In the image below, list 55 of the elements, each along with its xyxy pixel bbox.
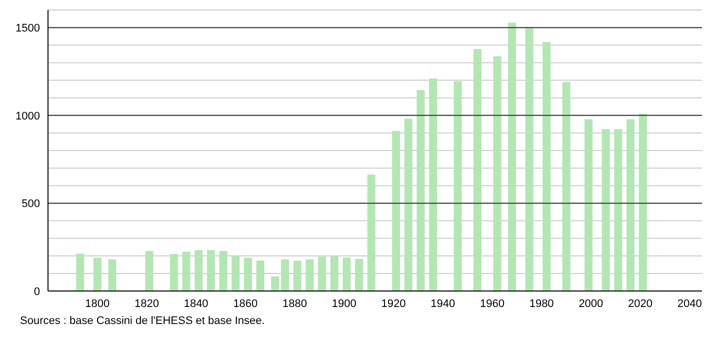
x-tick-label: 1820 bbox=[134, 298, 159, 310]
source-note: Sources : base Cassini de l'EHESS et base Insee. bbox=[20, 315, 266, 327]
bar bbox=[404, 118, 412, 291]
bar bbox=[145, 250, 154, 291]
x-tick-label: 1920 bbox=[381, 298, 406, 310]
bar bbox=[562, 82, 570, 291]
bar bbox=[508, 22, 516, 291]
bar bbox=[584, 119, 593, 291]
bar bbox=[76, 254, 84, 291]
x-tick-label: 1980 bbox=[529, 298, 554, 310]
x-tick-label: 1800 bbox=[85, 298, 110, 310]
bar bbox=[182, 252, 190, 291]
x-tick-label: 1840 bbox=[184, 298, 208, 310]
bar bbox=[473, 48, 482, 291]
bar bbox=[416, 90, 425, 291]
x-tick-label: 1960 bbox=[480, 298, 504, 310]
bar bbox=[219, 250, 228, 291]
bar bbox=[367, 174, 376, 291]
x-tick-label: 2040 bbox=[677, 298, 702, 310]
bar bbox=[206, 250, 215, 291]
bar bbox=[306, 259, 314, 291]
x-tick-label: 1940 bbox=[430, 298, 456, 310]
bar bbox=[454, 81, 462, 291]
bar bbox=[355, 258, 364, 291]
bar bbox=[602, 129, 610, 291]
y-tick-label: 500 bbox=[22, 198, 40, 210]
bar bbox=[392, 131, 400, 291]
bar bbox=[108, 259, 116, 291]
x-tick-label: 1900 bbox=[332, 298, 356, 310]
bar bbox=[318, 256, 326, 291]
bar bbox=[330, 256, 338, 291]
y-tick-label: 0 bbox=[34, 286, 40, 298]
x-tick-label: 2020 bbox=[628, 298, 653, 310]
bar bbox=[232, 256, 240, 291]
bar bbox=[626, 119, 634, 291]
bar bbox=[293, 260, 302, 291]
bar bbox=[525, 26, 534, 291]
x-tick-label: 1860 bbox=[233, 298, 258, 310]
bar bbox=[194, 250, 203, 291]
bar bbox=[271, 276, 280, 291]
bar bbox=[542, 42, 551, 291]
bar bbox=[280, 259, 289, 291]
bar bbox=[614, 129, 622, 291]
bar bbox=[256, 260, 264, 291]
bar bbox=[244, 258, 252, 291]
bar bbox=[93, 258, 102, 291]
bar bbox=[493, 56, 502, 291]
bar bbox=[170, 254, 178, 291]
y-tick-label: 1500 bbox=[16, 22, 40, 34]
bar bbox=[638, 114, 647, 291]
y-tick-label: 1000 bbox=[16, 110, 40, 122]
bar bbox=[429, 78, 438, 291]
x-tick-label: 2000 bbox=[578, 298, 604, 310]
x-tick-label: 1880 bbox=[282, 298, 308, 310]
bar bbox=[342, 257, 351, 291]
